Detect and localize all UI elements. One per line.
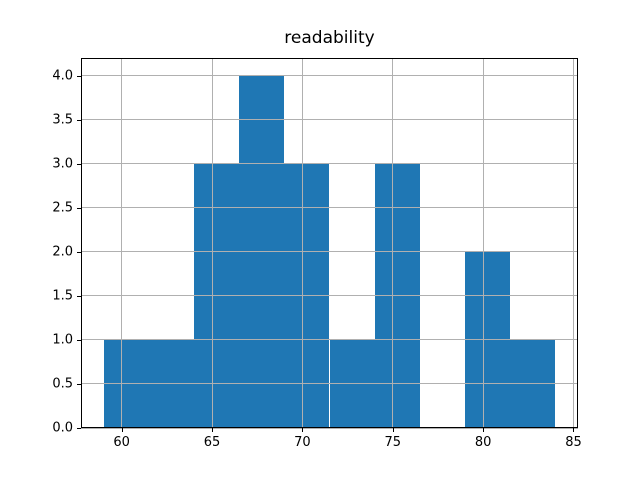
- x-tick-label: 60: [113, 435, 130, 450]
- y-tick-mark: [77, 207, 81, 209]
- y-tick-label: 3.5: [52, 112, 73, 128]
- plot-area: [81, 58, 578, 429]
- y-gridline: [81, 163, 578, 165]
- y-tick-label: 0.0: [52, 420, 73, 436]
- x-gridline: [121, 58, 123, 428]
- y-tick-mark: [77, 295, 81, 297]
- x-gridline: [482, 58, 484, 428]
- x-tick-mark: [392, 428, 394, 432]
- y-tick-mark: [77, 163, 81, 165]
- y-gridline: [81, 207, 578, 209]
- y-tick-label: 3.0: [52, 156, 73, 172]
- y-tick-label: 1.5: [52, 288, 73, 304]
- x-tick-mark: [121, 428, 123, 432]
- y-tick-label: 0.5: [52, 376, 73, 392]
- x-tick-label: 65: [203, 435, 221, 450]
- y-gridline: [81, 119, 578, 121]
- y-tick-label: 1.0: [52, 332, 73, 348]
- x-tick-mark: [302, 428, 304, 432]
- x-tick-label: 80: [474, 435, 492, 450]
- y-tick-mark: [77, 75, 81, 77]
- x-gridline: [211, 58, 213, 428]
- x-gridline: [392, 58, 394, 428]
- chart-title: readability: [284, 28, 375, 48]
- y-gridline: [81, 427, 578, 429]
- x-tick-mark: [212, 428, 214, 432]
- x-gridline: [572, 58, 574, 428]
- x-tick-label: 70: [294, 435, 311, 450]
- y-gridline: [81, 251, 578, 253]
- y-tick-mark: [77, 119, 81, 121]
- x-gridline: [301, 58, 303, 428]
- x-tick-label: 85: [565, 435, 582, 450]
- x-tick-mark: [483, 428, 485, 432]
- y-tick-label: 2.5: [52, 200, 73, 216]
- y-gridline: [81, 383, 578, 385]
- y-gridline: [81, 295, 578, 297]
- y-gridline: [81, 339, 578, 341]
- y-tick-mark: [77, 383, 81, 385]
- y-tick-mark: [77, 428, 81, 429]
- x-tick-label: 75: [384, 435, 402, 450]
- y-tick-mark: [77, 251, 81, 253]
- x-tick-mark: [573, 428, 575, 432]
- y-tick-mark: [77, 339, 81, 341]
- y-tick-label: 4.0: [52, 68, 73, 84]
- y-gridline: [81, 75, 578, 77]
- y-tick-label: 2.0: [52, 244, 73, 260]
